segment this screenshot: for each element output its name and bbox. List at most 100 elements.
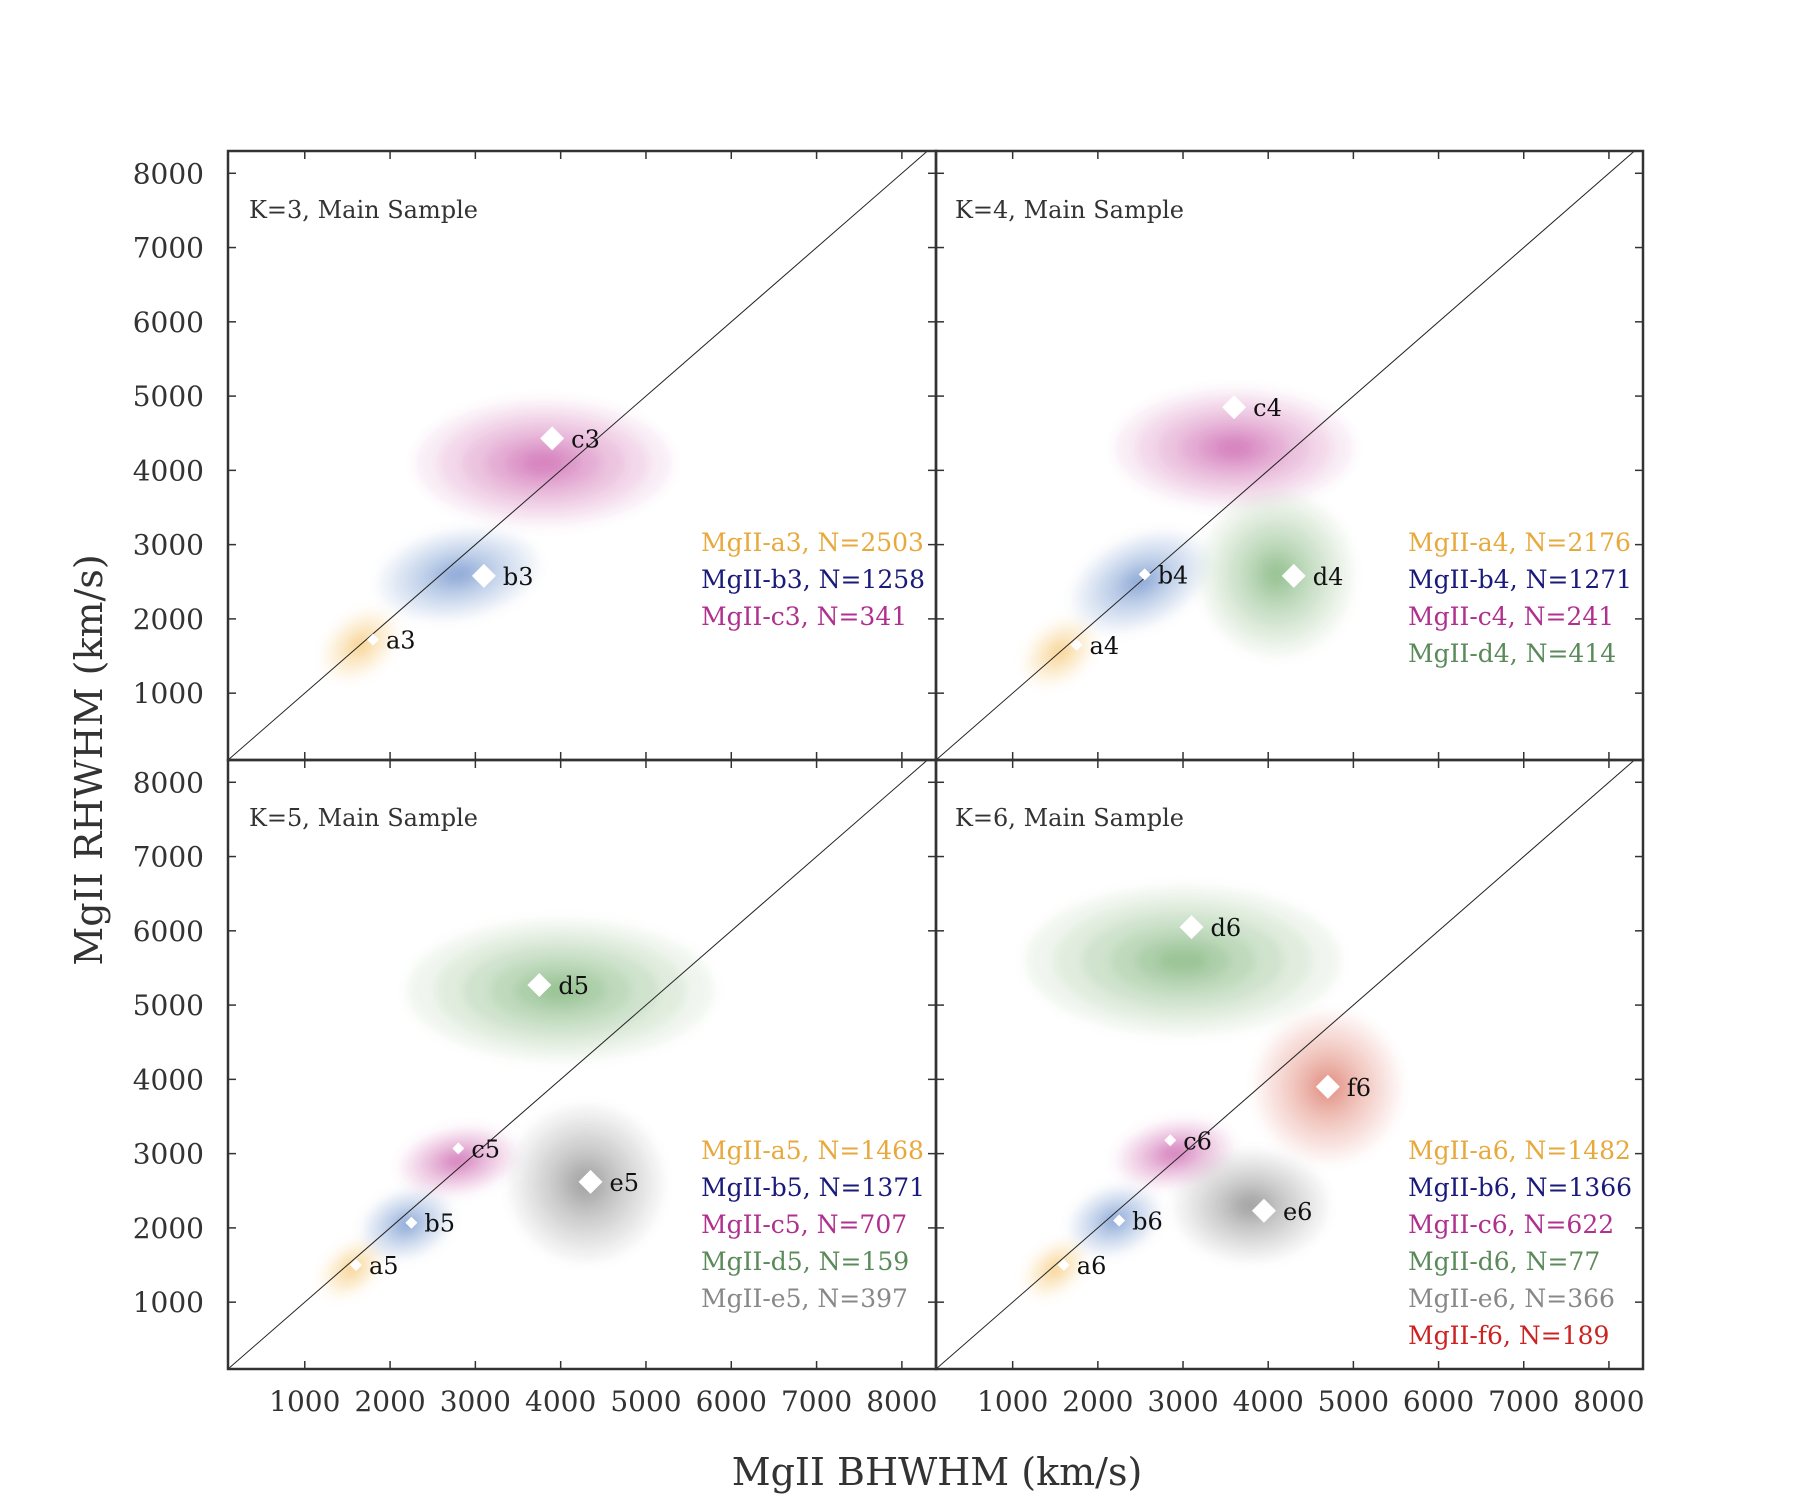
centroid-label-c6: c6 bbox=[1183, 1127, 1212, 1155]
centroid-c5 bbox=[452, 1142, 465, 1155]
centroid-label-c3: c3 bbox=[571, 425, 600, 453]
y-tick-label: 7000 bbox=[133, 841, 204, 874]
axis-ticks: 1000 2000 3000 4000 5000 6000 7000 8000 1000 2000… bbox=[133, 157, 1645, 1418]
x-tick-label: 8000 bbox=[866, 1385, 937, 1418]
x-tick-label: 7000 bbox=[1488, 1385, 1559, 1418]
density-level-d4-6 bbox=[1264, 561, 1289, 588]
y-tick-label: 8000 bbox=[133, 766, 204, 799]
legend-entry-d4: MgII-d4, N=414 bbox=[1408, 639, 1616, 668]
centroid-label-d5: d5 bbox=[558, 972, 589, 1000]
panel-k4-identity-line bbox=[936, 151, 1635, 760]
panel-k3-plot-layer: a3 b3 c3 bbox=[226, 149, 938, 762]
density-cluster-d5 bbox=[407, 919, 715, 1061]
density-cluster-b6 bbox=[1069, 1185, 1161, 1256]
panel-k5-density-contours bbox=[320, 919, 715, 1299]
density-level-c4-6 bbox=[1215, 438, 1254, 458]
legend-entry-a3: MgII-a3, N=2503 bbox=[701, 528, 924, 557]
x-tick-label: 8000 bbox=[1573, 1385, 1644, 1418]
x-tick-label: 4000 bbox=[525, 1385, 596, 1418]
centroid-label-e6: e6 bbox=[1283, 1198, 1312, 1226]
density-level-d6-6 bbox=[1157, 948, 1209, 973]
y-tick-label: 7000 bbox=[133, 232, 204, 265]
centroid-label-d4: d4 bbox=[1313, 563, 1344, 591]
legend-entry-e6: MgII-e6, N=366 bbox=[1408, 1284, 1615, 1313]
panel-k4: a4 b4 c4 d4 K=4, Main Sample MgII-a4, N=217… bbox=[934, 149, 1645, 762]
x-tick-label: 2000 bbox=[1062, 1385, 1133, 1418]
density-cluster-e6 bbox=[1174, 1149, 1328, 1262]
centroid-label-a4: a4 bbox=[1090, 632, 1120, 660]
legend-entry-c5: MgII-c5, N=707 bbox=[701, 1210, 907, 1239]
density-cluster-c3 bbox=[415, 399, 672, 527]
legend-entry-c3: MgII-c3, N=341 bbox=[701, 602, 907, 631]
x-tick-label: 2000 bbox=[354, 1385, 425, 1418]
panel-k4-legend: MgII-a4, N=2176 MgII-b4, N=1271 MgII-c4,… bbox=[1408, 528, 1632, 668]
x-tick-label: 5000 bbox=[610, 1385, 681, 1418]
legend-entry-b4: MgII-b4, N=1271 bbox=[1408, 565, 1632, 594]
panel-k5: a5 b5 c5 d5 e5 K=5, Main Sample MgII-a5, N=1… bbox=[226, 758, 938, 1371]
centroid-label-c4: c4 bbox=[1253, 394, 1282, 422]
centroid-c4 bbox=[1222, 395, 1247, 420]
centroid-label-a6: a6 bbox=[1077, 1252, 1107, 1280]
panel-k4-plot-layer: a4 b4 c4 d4 bbox=[934, 149, 1645, 762]
centroid-d4 bbox=[1281, 563, 1306, 588]
centroid-b4 bbox=[1138, 568, 1151, 581]
y-tick-label: 8000 bbox=[133, 157, 204, 190]
centroid-f6 bbox=[1315, 1074, 1340, 1099]
legend-entry-d5: MgII-d5, N=159 bbox=[701, 1247, 909, 1276]
y-tick-label: 2000 bbox=[133, 1212, 204, 1245]
centroid-b6 bbox=[1113, 1214, 1126, 1227]
x-tick-label: 3000 bbox=[440, 1385, 511, 1418]
panel-k3-density-contours bbox=[322, 399, 672, 681]
panel-k3-title: K=3, Main Sample bbox=[249, 196, 478, 224]
legend-entry-d6: MgII-d6, N=77 bbox=[1408, 1247, 1600, 1276]
y-tick-label: 3000 bbox=[133, 529, 204, 562]
y-tick-label: 1000 bbox=[133, 1286, 204, 1319]
panel-k5-title: K=5, Main Sample bbox=[249, 804, 478, 832]
legend-entry-f6: MgII-f6, N=189 bbox=[1408, 1321, 1609, 1350]
centroid-a3 bbox=[367, 633, 380, 646]
density-cluster-b3 bbox=[378, 528, 539, 621]
density-level-c3-6 bbox=[523, 452, 565, 474]
panel-k3-legend: MgII-a3, N=2503 MgII-b3, N=1258 MgII-c3,… bbox=[701, 528, 925, 631]
y-tick-label: 4000 bbox=[133, 454, 204, 487]
density-level-a6-6 bbox=[1050, 1264, 1061, 1274]
legend-entry-c6: MgII-c6, N=622 bbox=[1408, 1210, 1614, 1239]
y-tick-label: 3000 bbox=[133, 1138, 204, 1171]
centroid-label-a5: a5 bbox=[369, 1252, 399, 1280]
panel-k6-title: K=6, Main Sample bbox=[955, 804, 1184, 832]
x-tick-label: 7000 bbox=[781, 1385, 852, 1418]
centroid-d5 bbox=[527, 973, 552, 998]
y-axis-title: MgII RHWHM (km/s) bbox=[67, 554, 111, 965]
centroid-a4 bbox=[1070, 638, 1083, 651]
panel-k6-density-contours bbox=[1023, 886, 1401, 1299]
centroid-c3 bbox=[540, 426, 565, 451]
centroid-b5 bbox=[405, 1216, 418, 1229]
panel-k4-title: K=4, Main Sample bbox=[955, 196, 1184, 224]
panel-k3: a3 b3 c3 K=3, Main Sample MgII-a3, N=2503 … bbox=[226, 149, 938, 762]
centroid-label-d6: d6 bbox=[1211, 914, 1242, 942]
panel-k6-legend: MgII-a6, N=1482 MgII-b6, N=1366 MgII-c6,… bbox=[1408, 1136, 1632, 1350]
legend-entry-b3: MgII-b3, N=1258 bbox=[701, 565, 925, 594]
legend-entry-e5: MgII-e5, N=397 bbox=[701, 1284, 908, 1313]
panel-k4-density-contours bbox=[1023, 388, 1354, 687]
centroid-label-b6: b6 bbox=[1132, 1207, 1163, 1235]
centroid-a5 bbox=[349, 1259, 362, 1272]
panel-k5-identity-line bbox=[228, 760, 928, 1369]
legend-entry-a6: MgII-a6, N=1482 bbox=[1408, 1136, 1631, 1165]
legend-entry-a5: MgII-a5, N=1468 bbox=[701, 1136, 924, 1165]
legend-entry-b6: MgII-b6, N=1366 bbox=[1408, 1173, 1632, 1202]
panel-k5-plot-layer: a5 b5 c5 d5 e5 bbox=[226, 758, 938, 1371]
centroid-b3 bbox=[471, 563, 496, 588]
centroid-e5 bbox=[578, 1169, 603, 1194]
density-level-b3-6 bbox=[445, 566, 472, 582]
x-tick-label: 6000 bbox=[1403, 1385, 1474, 1418]
centroid-label-c5: c5 bbox=[471, 1135, 500, 1163]
centroid-label-b5: b5 bbox=[424, 1210, 455, 1238]
y-tick-label: 5000 bbox=[133, 380, 204, 413]
y-tick-label: 5000 bbox=[133, 989, 204, 1022]
panel-k6-frame bbox=[934, 758, 1645, 1371]
x-tick-label: 1000 bbox=[977, 1385, 1048, 1418]
panel-k6-identity-line bbox=[936, 760, 1635, 1369]
centroid-label-e5: e5 bbox=[610, 1169, 639, 1197]
